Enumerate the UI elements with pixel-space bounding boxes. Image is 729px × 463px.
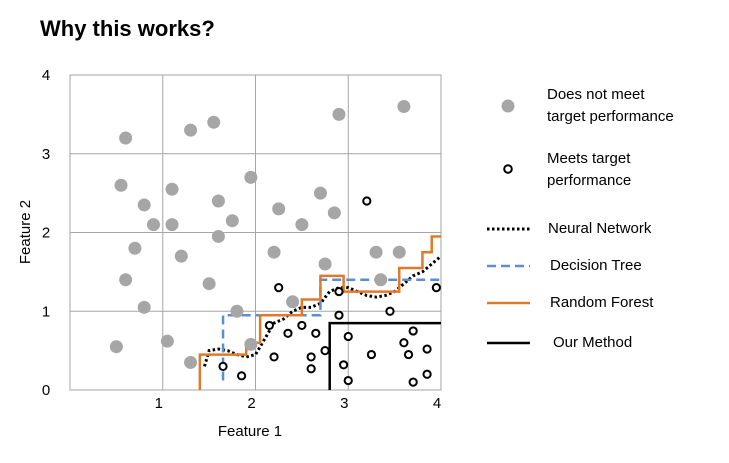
point-meeting-target xyxy=(297,320,307,331)
y-tick-label: 2 xyxy=(42,225,50,242)
point-meeting-target xyxy=(366,349,377,360)
legend-label-line: Does not meet xyxy=(547,86,645,103)
point-not-meeting-target xyxy=(318,257,332,271)
point-not-meeting-target xyxy=(165,218,179,232)
legend-label-line: Random Forest xyxy=(550,294,654,311)
point-meeting-target xyxy=(311,328,321,338)
legend-marker-meeting xyxy=(503,164,513,174)
point-meeting-target xyxy=(283,328,293,338)
legend-label: Does not meet target performance xyxy=(547,84,674,128)
point-not-meeting-target xyxy=(146,218,160,232)
point-meeting-target xyxy=(431,283,441,293)
x-tick-label: 1 xyxy=(155,395,163,412)
point-not-meeting-target xyxy=(211,229,225,243)
point-not-meeting-target xyxy=(332,107,346,121)
point-meeting-target xyxy=(306,352,316,362)
point-not-meeting-target xyxy=(397,100,411,113)
point-not-meeting-target xyxy=(244,337,258,351)
point-meeting-target xyxy=(422,369,432,379)
point-meeting-target xyxy=(385,306,395,316)
point-not-meeting-target xyxy=(211,194,225,208)
point-not-meeting-target xyxy=(244,170,258,184)
y-axis-label: Feature 2 xyxy=(17,200,34,264)
point-not-meeting-target xyxy=(184,355,198,369)
point-meeting-target xyxy=(343,331,353,342)
point-meeting-target xyxy=(218,361,228,371)
x-tick-label: 2 xyxy=(247,395,255,412)
point-not-meeting-target xyxy=(137,198,151,212)
point-not-meeting-target xyxy=(109,340,123,354)
point-not-meeting-target xyxy=(369,245,383,259)
point-not-meeting-target xyxy=(114,178,128,192)
legend-label: Our Method xyxy=(553,332,632,354)
point-meeting-target xyxy=(408,326,418,336)
point-not-meeting-target xyxy=(313,186,327,200)
point-not-meeting-target xyxy=(286,295,300,309)
point-meeting-target xyxy=(306,364,316,374)
legend-label-line: Our Method xyxy=(553,334,633,351)
point-meeting-target xyxy=(269,352,279,362)
y-tick-label: 3 xyxy=(42,146,50,163)
legend-label: Random Forest xyxy=(550,292,653,314)
point-not-meeting-target xyxy=(272,202,286,216)
legend xyxy=(487,99,530,345)
point-meeting-target xyxy=(422,344,432,354)
legend-label-line: target performance xyxy=(547,108,674,125)
point-not-meeting-target xyxy=(374,273,388,287)
legend-label-line: Meets target xyxy=(547,150,631,167)
point-not-meeting-target xyxy=(202,277,216,291)
point-not-meeting-target xyxy=(128,241,142,255)
point-meeting-target xyxy=(362,196,372,206)
point-not-meeting-target xyxy=(267,245,281,259)
point-meeting-target xyxy=(343,375,353,386)
point-not-meeting-target xyxy=(327,206,341,220)
point-meeting-target xyxy=(399,338,409,348)
point-not-meeting-target xyxy=(137,300,151,314)
legend-label-line: Neural Network xyxy=(548,220,652,237)
x-tick-label: 3 xyxy=(340,395,348,412)
legend-label: Meets target performance xyxy=(547,148,631,192)
chart-title: Why this works? xyxy=(40,16,215,41)
our-method-line xyxy=(328,321,441,390)
point-meeting-target xyxy=(334,310,344,320)
point-not-meeting-target xyxy=(119,131,133,145)
point-not-meeting-target xyxy=(184,123,198,137)
point-not-meeting-target xyxy=(165,182,179,196)
point-meeting-target xyxy=(408,377,418,387)
point-not-meeting-target xyxy=(230,304,244,318)
legend-marker-not-meeting xyxy=(501,99,515,113)
point-not-meeting-target xyxy=(392,245,406,259)
decision-tree-line xyxy=(221,278,441,381)
point-not-meeting-target xyxy=(119,273,133,287)
point-meeting-target xyxy=(264,320,275,331)
legend-label-line: performance xyxy=(547,172,632,189)
y-tick-label: 4 xyxy=(42,67,50,84)
point-meeting-target xyxy=(339,360,349,370)
x-tick-label: 4 xyxy=(433,395,441,412)
point-meeting-target xyxy=(334,286,344,297)
point-not-meeting-target xyxy=(207,115,221,129)
legend-label: Neural Network xyxy=(548,218,651,240)
point-not-meeting-target xyxy=(174,249,188,263)
point-meeting-target xyxy=(236,371,247,381)
point-not-meeting-target xyxy=(225,214,239,228)
x-axis-label: Feature 1 xyxy=(218,423,282,440)
point-meeting-target xyxy=(320,346,330,356)
point-not-meeting-target xyxy=(295,218,309,232)
point-meeting-target xyxy=(403,349,414,360)
legend-label: Decision Tree xyxy=(550,255,642,277)
point-not-meeting-target xyxy=(160,334,174,348)
point-meeting-target xyxy=(274,283,284,293)
y-tick-label: 1 xyxy=(42,303,50,320)
y-tick-label: 0 xyxy=(42,382,50,399)
legend-label-line: Decision Tree xyxy=(550,257,642,274)
